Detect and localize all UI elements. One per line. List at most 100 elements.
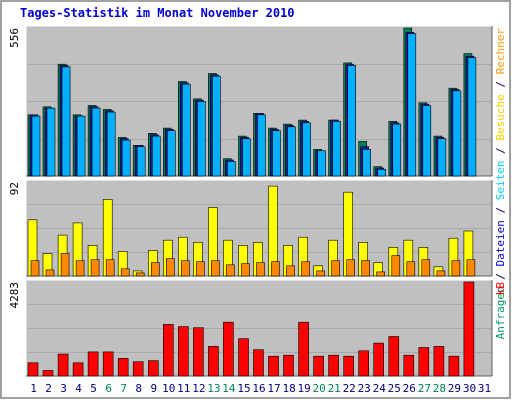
bar-rechner-day-17 (271, 261, 280, 277)
x-tick-label-day-6: 6 (105, 382, 112, 395)
x-tick-label-day-29: 29 (448, 382, 461, 395)
bar-rechner-day-24 (376, 271, 386, 277)
x-tick-label-day-11: 11 (177, 382, 190, 395)
bar-seiten-day-21 (332, 121, 341, 177)
bar-rechner-day-4 (75, 260, 85, 277)
bar-rechner-day-16 (256, 262, 265, 277)
x-tick-label-day-1: 1 (30, 382, 37, 395)
bar-kb-day-3 (57, 353, 69, 377)
bar-rechner-day-10 (166, 258, 175, 277)
bar-seiten-day-22 (347, 65, 357, 177)
bar-seiten-day-20 (317, 150, 326, 177)
bar-rechner-day-3 (60, 253, 70, 277)
bar-kb-day-19 (298, 321, 309, 377)
bar-seiten-day-30 (467, 57, 477, 177)
bar-seiten-day-18 (287, 126, 296, 177)
bar-seiten-day-11 (182, 83, 191, 177)
bar-seiten-day-28 (437, 138, 447, 177)
x-tick-label-day-20: 20 (312, 382, 325, 395)
bar-kb-day-29 (448, 355, 460, 377)
bar-rechner-day-2 (45, 269, 55, 277)
bar-kb-day-20 (313, 355, 324, 377)
bar-seiten-day-1 (31, 115, 41, 177)
bar-seiten-day-23 (362, 149, 372, 177)
legend-series-part: Seiten (494, 160, 507, 200)
legend-kb-part: kB (494, 282, 507, 296)
x-tick-label-day-31: 31 (478, 382, 491, 395)
bar-rechner-day-18 (286, 265, 295, 277)
bar-seiten-day-8 (136, 146, 146, 177)
bar-rechner-day-30 (466, 259, 476, 277)
chart-title: Tages-Statistik im Monat November 2010 (20, 6, 295, 20)
x-tick-label-day-2: 2 (45, 382, 52, 395)
x-tick-label-day-22: 22 (343, 382, 356, 395)
x-tick-label-day-12: 12 (192, 382, 205, 395)
bar-rechner-day-27 (421, 259, 431, 277)
x-tick-label-day-17: 17 (267, 382, 280, 395)
bar-seiten-day-26 (407, 33, 417, 177)
bar-seiten-day-4 (76, 115, 86, 177)
bar-kb-day-22 (343, 355, 355, 377)
bar-seiten-day-10 (167, 130, 176, 177)
bar-kb-day-8 (132, 361, 144, 377)
bar-seiten-day-12 (197, 101, 206, 177)
legend-series-part: / (494, 200, 507, 220)
bar-rechner-day-6 (105, 259, 115, 277)
bar-kb-day-4 (72, 362, 84, 377)
legend-series-part: Dateien (494, 220, 507, 266)
bar-rechner-day-26 (406, 261, 416, 277)
bar-kb-day-30 (463, 281, 475, 377)
bar-rechner-day-22 (346, 259, 356, 277)
x-tick-label-day-14: 14 (222, 382, 236, 395)
bar-seiten-day-15 (242, 138, 251, 177)
bar-kb-day-27 (418, 347, 430, 377)
x-tick-label-day-9: 9 (150, 382, 157, 395)
legend-series-part: / (494, 141, 507, 161)
x-tick-label-day-27: 27 (418, 382, 431, 395)
bar-seiten-day-24 (377, 169, 387, 177)
bar-kb-day-18 (283, 354, 294, 377)
x-tick-label-day-4: 4 (75, 382, 82, 395)
bar-seiten-day-6 (106, 111, 116, 177)
bar-kb-day-23 (358, 350, 370, 377)
bar-seiten-day-3 (61, 66, 71, 177)
x-tick-label-day-15: 15 (237, 382, 250, 395)
bar-kb-day-11 (178, 326, 189, 377)
bar-kb-day-7 (117, 358, 129, 377)
bar-rechner-day-9 (151, 262, 160, 277)
bar-kb-day-24 (373, 342, 385, 377)
bar-rechner-day-29 (451, 260, 461, 277)
bar-seiten-day-27 (422, 105, 432, 177)
bar-rechner-day-15 (241, 263, 250, 277)
bar-seiten-day-16 (257, 114, 266, 177)
x-tick-label-day-26: 26 (403, 382, 416, 395)
y-max-label-middle: 92 (8, 182, 21, 195)
x-tick-label-day-8: 8 (135, 382, 142, 395)
x-tick-label-day-16: 16 (252, 382, 265, 395)
bar-seiten-day-19 (302, 122, 311, 177)
bar-rechner-day-11 (181, 260, 190, 277)
legend-series-part: / (494, 266, 507, 286)
x-tick-label-day-25: 25 (388, 382, 401, 395)
bar-rechner-day-12 (196, 261, 205, 277)
x-tick-label-day-21: 21 (328, 382, 341, 395)
bar-seiten-day-14 (227, 161, 236, 177)
bar-rechner-day-14 (226, 264, 235, 277)
bar-seiten-day-2 (46, 107, 56, 177)
bar-rechner-day-8 (135, 272, 145, 277)
bar-rechner-day-7 (120, 268, 130, 277)
bar-kb-day-13 (208, 346, 219, 377)
bar-seiten-day-17 (272, 130, 281, 177)
bar-kb-day-10 (163, 324, 174, 377)
bar-kb-day-12 (193, 327, 204, 377)
bar-rechner-day-1 (30, 260, 40, 277)
x-tick-label-day-28: 28 (433, 382, 446, 395)
bar-kb-day-16 (253, 349, 264, 377)
bar-kb-day-1 (27, 362, 39, 377)
bar-kb-day-9 (148, 360, 159, 377)
bar-seiten-day-5 (91, 107, 101, 177)
bar-rechner-day-25 (391, 255, 401, 277)
bar-kb-day-17 (268, 355, 279, 377)
